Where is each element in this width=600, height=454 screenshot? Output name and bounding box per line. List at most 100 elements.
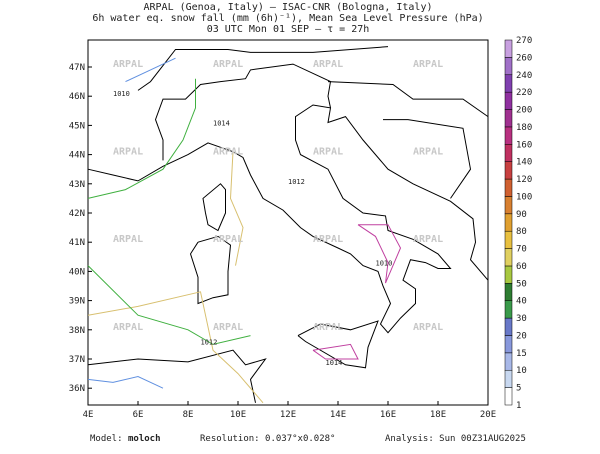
footer-label: Model: — [90, 434, 123, 444]
lat-label: 46N — [69, 92, 85, 102]
contour — [87, 375, 164, 389]
watermark: ARPAL — [313, 59, 343, 70]
colorbar-segment — [504, 335, 513, 354]
lat-label: 36N — [69, 384, 85, 394]
watermark: ARPAL — [413, 322, 443, 333]
colorbar-segment — [504, 109, 513, 128]
colorbar-segment — [504, 39, 513, 58]
contour-label: 1014 — [213, 119, 230, 127]
watermark: ARPAL — [213, 234, 243, 245]
contour — [312, 343, 359, 360]
colorbar-segment — [504, 74, 513, 93]
colorbar-segment — [504, 265, 513, 284]
colorbar-segment — [504, 213, 513, 232]
watermark: ARPAL — [313, 322, 343, 333]
colorbar-label: 240 — [516, 71, 532, 81]
subtitle: 6h water eq. snow fall (mm (6h)⁻¹), Mean… — [92, 13, 483, 24]
colorbar-label: 15 — [516, 349, 527, 359]
colorbar-label: 50 — [516, 279, 527, 289]
lon-label: 12E — [280, 410, 296, 420]
colorbar-segment — [504, 144, 513, 162]
coastlines — [87, 46, 489, 404]
watermark: ARPAL — [213, 322, 243, 333]
coastline — [202, 183, 226, 232]
colorbar-label: 10 — [516, 366, 527, 376]
coastline — [87, 104, 489, 334]
colorbar-segment — [504, 387, 513, 406]
colorbar-segment — [504, 91, 513, 110]
contour-label: 1012 — [201, 338, 218, 346]
subtitle: 03 UTC Mon 01 SEP — τ = 27h — [207, 24, 370, 35]
colorbar-label: 180 — [516, 123, 532, 133]
colorbar-segment — [504, 248, 513, 267]
lon-label: 16E — [380, 410, 396, 420]
coastline — [327, 81, 489, 118]
lat-label: 47N — [69, 63, 85, 73]
contour-label: 1014 — [326, 359, 343, 367]
map-frame — [87, 39, 489, 406]
colorbar-segment — [504, 230, 513, 249]
contour — [87, 265, 251, 345]
footer-model: moloch — [128, 434, 161, 444]
colorbar-label: 40 — [516, 297, 527, 307]
colorbar-label: 90 — [516, 210, 527, 220]
lat-label: 38N — [69, 326, 85, 336]
colorbar-segment — [504, 300, 513, 319]
contour — [229, 151, 244, 266]
contour-label: 1010 — [376, 260, 393, 268]
lat-label: 41N — [69, 238, 85, 248]
lat-label: 40N — [69, 267, 85, 277]
contour — [87, 78, 196, 199]
lon-label: 18E — [430, 410, 446, 420]
contour — [125, 57, 176, 83]
colorbar-label: 70 — [516, 245, 527, 255]
lat-label: 43N — [69, 180, 85, 190]
colorbar-label: 60 — [516, 262, 527, 272]
lat-label: 44N — [69, 151, 85, 161]
contour — [87, 291, 264, 404]
footer-analysis: Analysis: Sun 00Z31AUG2025 — [385, 434, 526, 444]
watermark: ARPAL — [413, 59, 443, 70]
contour-label: 1010 — [113, 90, 130, 98]
watermark: ARPAL — [213, 59, 243, 70]
footer-resolution: Resolution: 0.037°x0.028° — [200, 434, 335, 444]
colorbar-segment — [504, 196, 513, 215]
lon-label: 14E — [330, 410, 346, 420]
lon-label: 8E — [183, 410, 194, 420]
contour-label: 1012 — [288, 178, 305, 186]
colorbar-label: 200 — [516, 106, 532, 116]
colorbar-label: 100 — [516, 192, 532, 202]
watermark: ARPAL — [313, 147, 343, 158]
colorbar-segment — [504, 161, 513, 180]
watermark: ARPAL — [213, 147, 243, 158]
colorbar-segment — [504, 178, 513, 197]
watermark: ARPAL — [413, 234, 443, 245]
watermark: ARPAL — [113, 234, 143, 245]
colorbar-segment — [504, 57, 513, 76]
colorbar-segment — [504, 369, 513, 388]
colorbar-label: 220 — [516, 88, 532, 98]
colorbar-label: 140 — [516, 158, 532, 168]
colorbar-segment — [504, 317, 513, 336]
colorbar-label: 120 — [516, 175, 532, 185]
colorbar-segment — [504, 283, 513, 301]
colorbar-label: 160 — [516, 140, 532, 150]
lat-label: 42N — [69, 209, 85, 219]
coastline — [189, 235, 232, 305]
lon-label: 20E — [480, 410, 496, 420]
lat-label: 37N — [69, 355, 85, 365]
colorbar-segment — [504, 352, 513, 371]
coastline — [87, 349, 267, 403]
title: ARPAL (Genoa, Italy) — ISAC-CNR (Bologna… — [144, 2, 433, 13]
watermark: ARPAL — [413, 147, 443, 158]
lat-label: 39N — [69, 297, 85, 307]
lat-label: 45N — [69, 121, 85, 131]
lon-label: 4E — [83, 410, 94, 420]
colorbar-label: 270 — [516, 36, 532, 46]
lon-label: 10E — [230, 410, 246, 420]
lon-label: 6E — [133, 410, 144, 420]
coastline — [137, 46, 389, 91]
colorbar-label: 20 — [516, 331, 527, 341]
colorbar-label: 260 — [516, 53, 532, 63]
